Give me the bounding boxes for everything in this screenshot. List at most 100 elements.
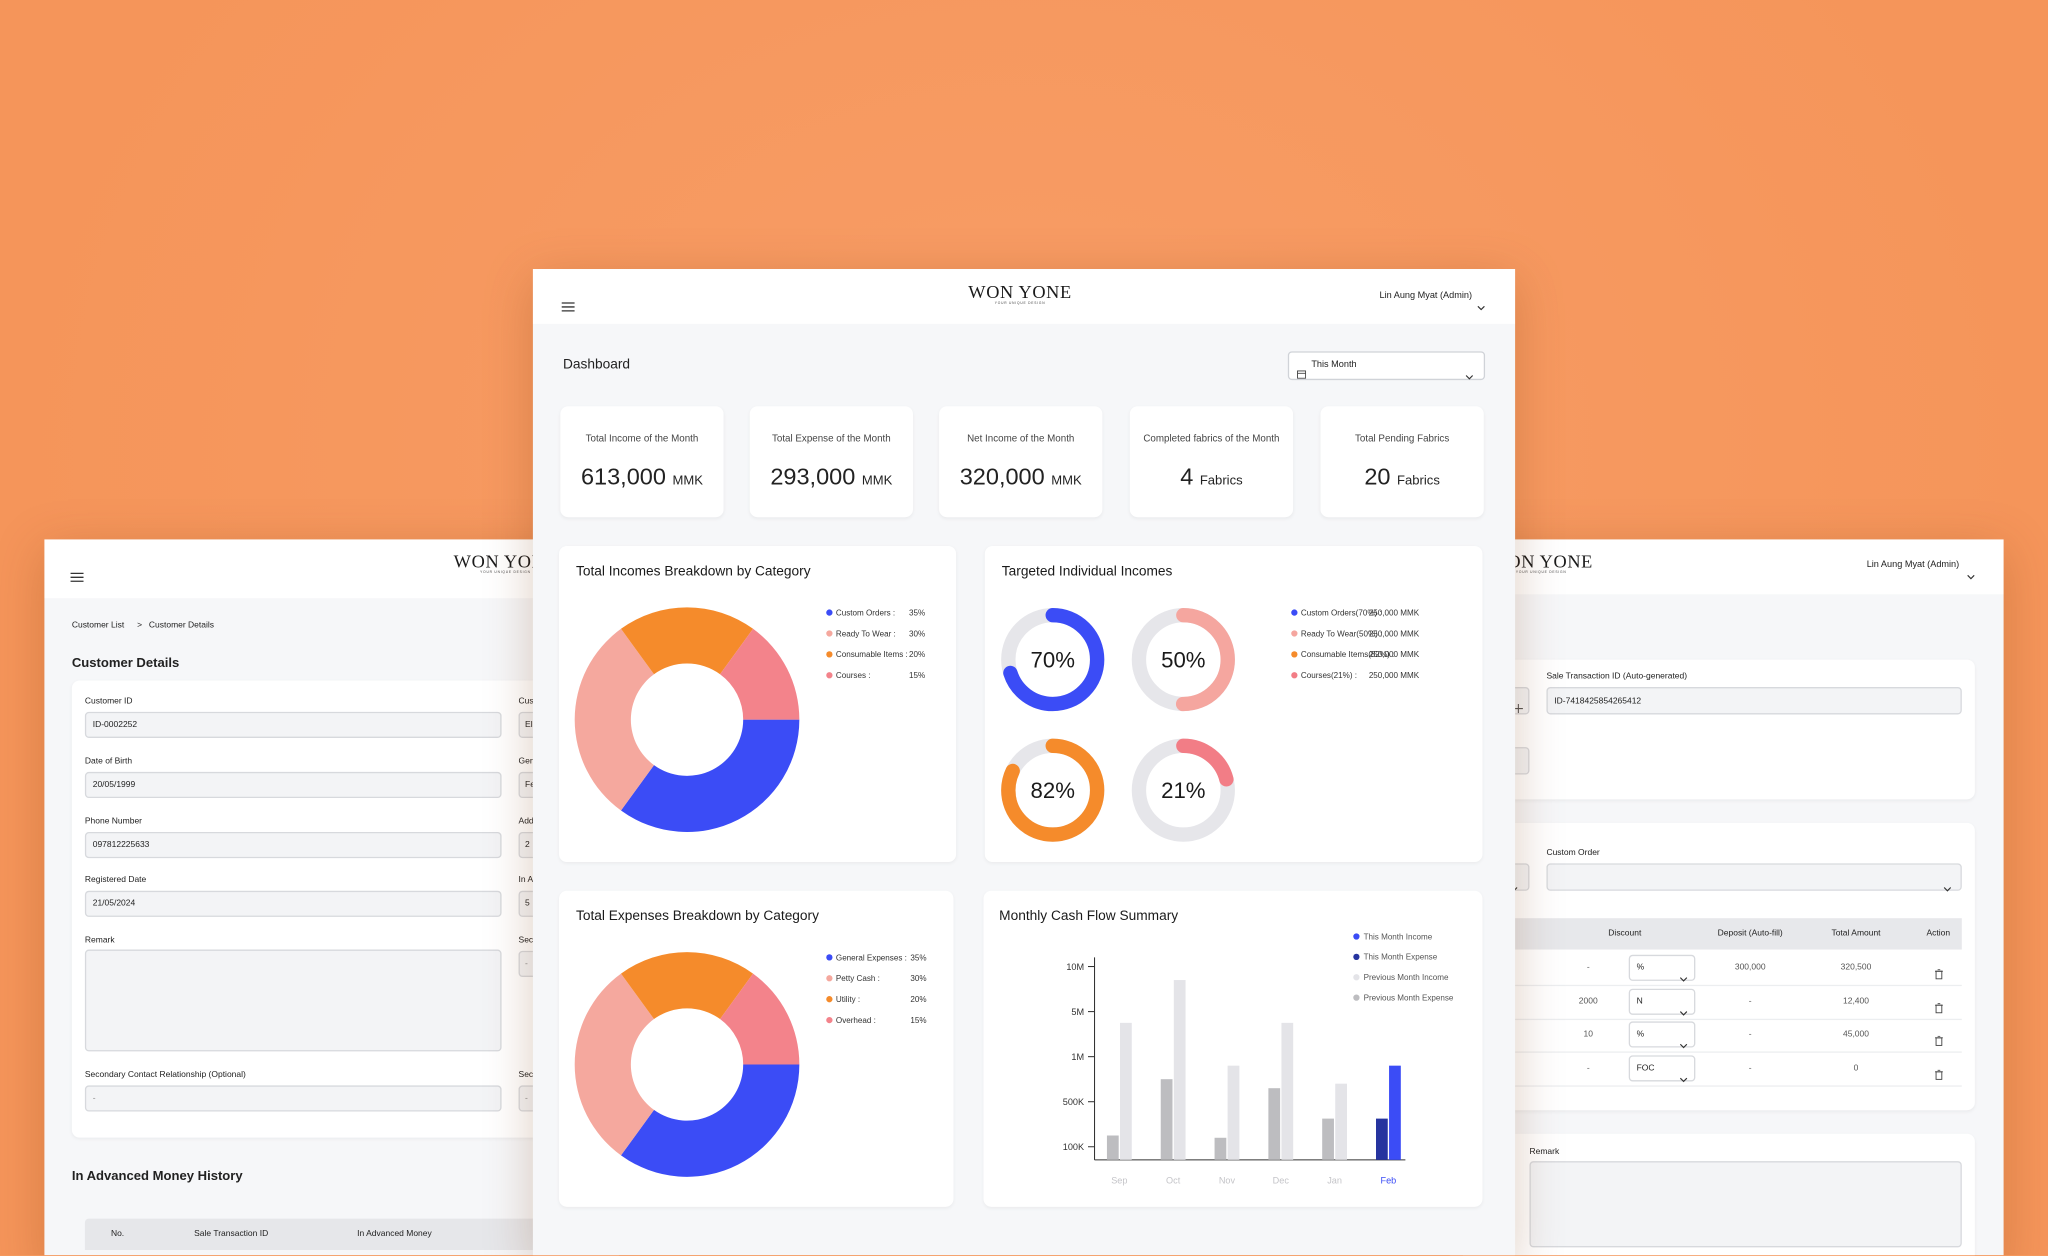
text: - <box>1748 1029 1752 1039</box>
text: Registered Date <box>84 875 147 885</box>
input-field[interactable] <box>84 890 502 917</box>
chevron <box>1465 363 1474 380</box>
charts: Total Incomes Breakdown by Category Custo… <box>574 563 1454 1185</box>
bar <box>1281 1022 1294 1160</box>
period-select[interactable] <box>1287 351 1486 381</box>
chevron-icon <box>1943 886 1952 891</box>
text: > <box>137 620 143 631</box>
pie-slice <box>620 607 754 675</box>
delete-button-icon <box>1934 1069 1943 1080</box>
legend-label: Courses : <box>836 671 871 680</box>
text: Custom Order <box>1546 848 1600 858</box>
gauge-arc <box>1001 607 1105 712</box>
input-field[interactable] <box>84 1085 502 1112</box>
input-field[interactable] <box>84 711 502 738</box>
text: Total Pending Fabrics <box>1355 432 1450 444</box>
input-field[interactable] <box>1529 1161 1962 1248</box>
legend-label: General Expenses : <box>836 953 907 962</box>
legend-dot <box>1353 994 1360 1001</box>
y-tick-label: 5M <box>1071 1007 1084 1017</box>
text: Fe <box>525 780 535 790</box>
row-divider <box>1462 984 1962 985</box>
chevron <box>1679 965 1688 982</box>
input-field[interactable] <box>84 771 502 799</box>
delete-button-icon <box>1934 969 1943 980</box>
chevron-icon <box>1679 1077 1688 1083</box>
text: Sale Transaction ID (Auto-generated) <box>1546 671 1688 682</box>
text: Customer Details <box>148 620 215 631</box>
legend-label: Overhead : <box>836 1016 876 1025</box>
legend-dot <box>826 609 833 616</box>
text: In Advanced Money <box>357 1229 432 1239</box>
kpi-unit: MMK <box>861 474 893 489</box>
gauge-arc <box>1131 738 1235 842</box>
discount-select[interactable] <box>1628 1021 1696 1048</box>
text: Gen <box>518 756 535 766</box>
header-bar <box>44 539 620 599</box>
text: Date of Birth <box>84 756 133 766</box>
legend-value: 30% <box>910 974 926 983</box>
menu-button <box>561 295 575 312</box>
text: Add <box>518 816 534 827</box>
text: Sale Transaction ID <box>194 1229 269 1239</box>
input-field[interactable] <box>1546 687 1962 715</box>
legend-label: Custom Orders : <box>836 608 895 617</box>
text: 12,400 <box>1843 997 1869 1007</box>
text: Dashboard <box>562 356 631 373</box>
header-bar <box>1449 539 2004 595</box>
input-field[interactable] <box>84 831 502 859</box>
calendar-icon <box>1297 361 1307 379</box>
x-tick-label: Oct <box>1166 1175 1181 1185</box>
card <box>1320 406 1484 518</box>
text: 0 <box>1853 1063 1859 1073</box>
legend-label: Previous Month Income <box>1364 973 1449 982</box>
menu-button-icon <box>70 572 84 582</box>
chevron <box>1943 874 1952 891</box>
kpi-unit: Fabrics <box>1199 474 1243 489</box>
delete-button-icon <box>1934 1003 1943 1014</box>
legend-label: Previous Month Expense <box>1364 993 1454 1002</box>
legend-value: 20% <box>909 650 925 659</box>
text: - <box>1748 1063 1752 1073</box>
legend-label: This Month Income <box>1364 932 1433 941</box>
text: Sec <box>518 935 534 945</box>
chevron-icon <box>1465 375 1474 380</box>
text: No. <box>110 1229 125 1239</box>
x-tick-label: Jan <box>1327 1175 1342 1185</box>
text: 300,000 <box>1734 963 1766 973</box>
text: - <box>1586 1063 1590 1073</box>
kpi-value: 4 Fabrics <box>1180 464 1243 491</box>
header-bar <box>532 269 1516 324</box>
discount-select[interactable] <box>1628 988 1696 1015</box>
chevron-icon <box>1679 1043 1688 1049</box>
bar <box>1106 1135 1119 1160</box>
text: - <box>92 1093 96 1103</box>
chevron <box>1967 563 1975 580</box>
y-tick-label: 10M <box>1066 962 1084 972</box>
text: El <box>525 720 533 730</box>
text: 10 <box>1583 1029 1593 1039</box>
kpi-number: 20 <box>1364 463 1391 490</box>
chevron-icon <box>1477 305 1485 311</box>
text: Remark <box>84 935 115 945</box>
bar <box>1389 1065 1401 1160</box>
text: - <box>525 1093 528 1103</box>
bar <box>1375 1118 1388 1160</box>
chevron-icon <box>1679 977 1688 982</box>
legend-dot <box>826 954 833 961</box>
legend-dot <box>1353 933 1360 940</box>
discount-select[interactable] <box>1628 1055 1696 1082</box>
input-field[interactable] <box>1546 863 1962 891</box>
logo-tagline: YOUR UNIQUE DESIGN <box>994 301 1046 306</box>
legend-label: Consumable Items(82%) : <box>1301 650 1394 659</box>
text: 2000 <box>1578 997 1598 1007</box>
text: Secondary Contact Relationship (Optional… <box>84 1070 246 1080</box>
gauge-label: 82% <box>1031 778 1075 803</box>
calendar-icon-icon <box>1297 369 1307 379</box>
logo-tagline: YOUR UNIQUE DESIGN <box>480 570 531 575</box>
menu-button-icon <box>561 302 575 312</box>
discount-select[interactable] <box>1628 954 1696 981</box>
sale-window: WON YONE YOUR UNIQUE DESIGN Lin Aung Myat … <box>1449 539 2004 1256</box>
input-field[interactable] <box>84 949 502 1052</box>
legend-value: 15% <box>910 1016 926 1025</box>
